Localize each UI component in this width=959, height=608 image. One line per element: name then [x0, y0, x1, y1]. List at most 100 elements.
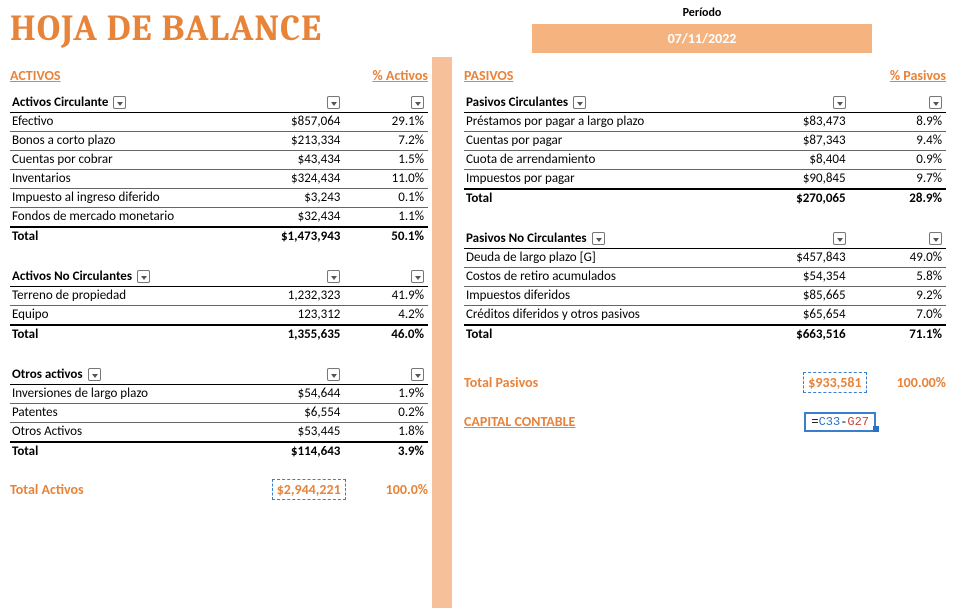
row-value: $85,665	[734, 287, 850, 306]
total-pct: 3.9%	[344, 442, 428, 461]
row-pct: 0.2%	[344, 404, 428, 423]
total-pct: 28.9%	[850, 189, 946, 208]
filter-icon[interactable]	[113, 96, 126, 109]
total-activos-row: Total Activos $2,944,221 100.0%	[10, 479, 428, 500]
total-label: Total	[10, 325, 244, 344]
filter-icon[interactable]	[327, 96, 340, 109]
filter-icon[interactable]	[573, 96, 586, 109]
filter-icon[interactable]	[411, 270, 424, 283]
row-label: Inversiones de largo plazo	[10, 385, 244, 404]
filter-icon[interactable]	[88, 368, 101, 381]
row-label: Equipo	[10, 306, 244, 326]
row-label: Impuestos diferidos	[464, 287, 734, 306]
group-val-header	[734, 230, 850, 249]
pasivos-heading-label: PASIVOS	[464, 67, 513, 84]
total-label: Total	[10, 442, 244, 461]
row-pct: 49.0%	[850, 249, 946, 268]
filter-icon[interactable]	[327, 270, 340, 283]
activos-group-0: Activos Circulante Efectivo$857,06429.1%…	[10, 94, 428, 246]
group-pct-header	[344, 268, 428, 287]
table-row: Impuestos por pagar$90,8459.7%	[464, 170, 946, 190]
activos-group-2: Otros activos Inversiones de largo plazo…	[10, 366, 428, 461]
row-pct: 7.2%	[344, 132, 428, 151]
row-label: Inventarios	[10, 170, 244, 189]
total-pct: 50.1%	[344, 227, 428, 246]
capital-row: CAPITAL CONTABLE =C33-G27	[464, 413, 946, 430]
total-pct: 71.1%	[850, 325, 946, 344]
filter-icon[interactable]	[833, 232, 846, 245]
pasivos-group-1: Pasivos No Circulantes Deuda de largo pl…	[464, 230, 946, 344]
filter-icon[interactable]	[929, 232, 942, 245]
group-val-header	[244, 268, 344, 287]
table-row: Impuestos diferidos$85,6659.2%	[464, 287, 946, 306]
table-row: Otros Activos$53,4451.8%	[10, 423, 428, 443]
activos-pct-heading: % Activos	[372, 67, 428, 84]
group-val-header	[244, 366, 344, 385]
row-pct: 0.9%	[850, 151, 946, 170]
group-name: Pasivos No Circulantes	[464, 230, 734, 249]
group-total: Total$114,6433.9%	[10, 442, 428, 461]
row-pct: 8.9%	[850, 113, 946, 132]
row-label: Cuentas por cobrar	[10, 151, 244, 170]
group-total: Total$270,06528.9%	[464, 189, 946, 208]
group-name: Otros activos	[10, 366, 244, 385]
cell-fill-handle[interactable]	[873, 426, 879, 432]
row-label: Préstamos por pagar a largo plazo	[464, 113, 734, 132]
filter-icon[interactable]	[592, 232, 605, 245]
table-row: Cuentas por cobrar$43,4341.5%	[10, 151, 428, 170]
row-pct: 29.1%	[344, 113, 428, 132]
table-row: Efectivo$857,06429.1%	[10, 113, 428, 132]
filter-icon[interactable]	[833, 96, 846, 109]
row-pct: 4.2%	[344, 306, 428, 326]
group-val-header	[734, 94, 850, 113]
row-label: Impuestos por pagar	[464, 170, 734, 190]
row-pct: 0.1%	[344, 189, 428, 208]
row-label: Efectivo	[10, 113, 244, 132]
filter-icon[interactable]	[411, 96, 424, 109]
activos-heading: ACTIVOS % Activos	[10, 67, 428, 84]
row-pct: 5.8%	[850, 268, 946, 287]
row-value: $65,654	[734, 306, 850, 326]
row-value: $857,064	[244, 113, 344, 132]
row-label: Costos de retiro acumulados	[464, 268, 734, 287]
row-value: $213,334	[244, 132, 344, 151]
table-row: Patentes$6,5540.2%	[10, 404, 428, 423]
total-activos-label: Total Activos	[10, 481, 84, 498]
row-label: Patentes	[10, 404, 244, 423]
group-spacer	[10, 246, 428, 268]
row-label: Cuota de arrendamiento	[464, 151, 734, 170]
filter-icon[interactable]	[327, 368, 340, 381]
row-pct: 1.8%	[344, 423, 428, 443]
row-value: 1,232,323	[244, 287, 344, 306]
capital-formula-cell[interactable]: =C33-G27	[804, 412, 876, 432]
filter-icon[interactable]	[411, 368, 424, 381]
row-pct: 11.0%	[344, 170, 428, 189]
row-label: Terreno de propiedad	[10, 287, 244, 306]
row-value: $457,843	[734, 249, 850, 268]
period-date: 07/11/2022	[532, 24, 872, 53]
group-spacer	[10, 344, 428, 366]
table-row: Fondos de mercado monetario$32,4341.1%	[10, 208, 428, 228]
row-pct: 1.1%	[344, 208, 428, 228]
row-value: $32,434	[244, 208, 344, 228]
filter-icon[interactable]	[137, 270, 150, 283]
table-row: Préstamos por pagar a largo plazo$83,473…	[464, 113, 946, 132]
total-activos-value: $2,944,221	[272, 479, 346, 500]
total-value: 1,355,635	[244, 325, 344, 344]
filter-icon[interactable]	[929, 96, 942, 109]
table-row: Terreno de propiedad1,232,32341.9%	[10, 287, 428, 306]
row-value: $90,845	[734, 170, 850, 190]
group-name: Pasivos Circulantes	[464, 94, 734, 113]
row-pct: 7.0%	[850, 306, 946, 326]
row-pct: 41.9%	[344, 287, 428, 306]
total-pasivos-value: $933,581	[803, 372, 866, 393]
total-pasivos-label: Total Pasivos	[464, 374, 538, 391]
table-row: Cuota de arrendamiento$8,4040.9%	[464, 151, 946, 170]
group-total: Total1,355,63546.0%	[10, 325, 428, 344]
column-divider	[432, 57, 452, 608]
row-value: $8,404	[734, 151, 850, 170]
group-pct-header	[850, 94, 946, 113]
row-label: Créditos diferidos y otros pasivos	[464, 306, 734, 326]
row-pct: 9.2%	[850, 287, 946, 306]
formula-ref1: C33	[819, 415, 841, 429]
